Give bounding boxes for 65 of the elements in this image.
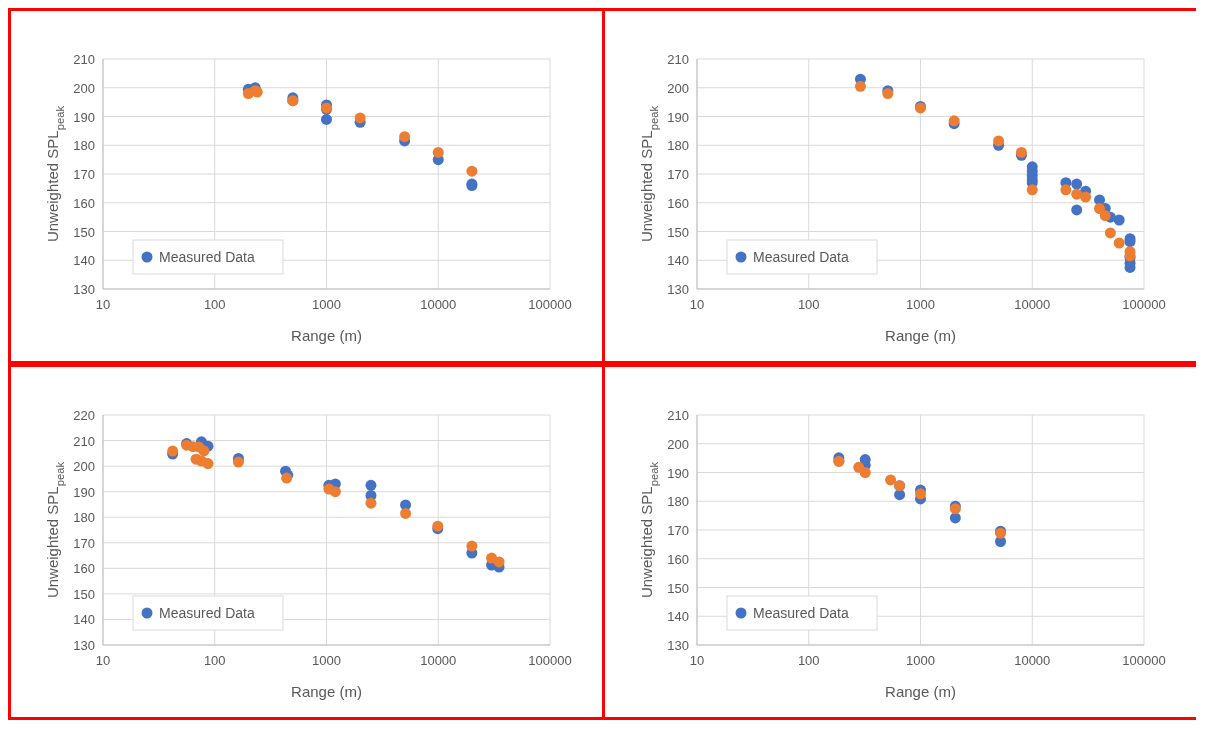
y-tick-label: 220 <box>73 408 95 423</box>
x-tick-label: 1000 <box>312 297 341 312</box>
y-tick-label: 170 <box>73 167 95 182</box>
y-tick-label: 150 <box>73 224 95 240</box>
x-tick-label: 10000 <box>1014 297 1051 312</box>
x-tick-label: 100 <box>203 297 226 312</box>
x-tick-label: 100000 <box>1122 653 1166 668</box>
y-tick-label: 130 <box>73 282 95 297</box>
y-tick-label: 160 <box>667 551 689 567</box>
legend-label: Measured Data <box>159 249 255 265</box>
y-tick-label: 190 <box>667 465 689 481</box>
x-tick-label: 100000 <box>528 297 572 312</box>
y-tick-label: 160 <box>73 561 95 577</box>
x-tick-label: 100000 <box>1122 297 1166 312</box>
x-axis-title: Range (m) <box>885 327 956 344</box>
y-tick-label: 140 <box>667 609 689 625</box>
legend-label: Measured Data <box>753 605 849 621</box>
x-tick-label: 1000 <box>906 653 935 668</box>
x-tick-label: 10 <box>95 653 111 668</box>
y-tick-label: 130 <box>73 638 95 653</box>
x-tick-label: 100 <box>203 653 226 668</box>
x-tick-label: 1000 <box>312 653 341 668</box>
y-tick-label: 190 <box>73 484 95 500</box>
y-tick-label: 150 <box>73 586 95 602</box>
x-tick-label: 100 <box>797 653 820 668</box>
x-axis-title: Range (m) <box>291 683 362 700</box>
y-tick-label: 130 <box>667 282 689 297</box>
y-tick-label: 150 <box>667 224 689 240</box>
y-tick-label: 170 <box>667 167 689 182</box>
legend-label: Measured Data <box>159 605 255 621</box>
x-axis-title: Range (m) <box>291 327 362 344</box>
x-tick-label: 10000 <box>420 653 457 668</box>
y-tick-label: 200 <box>667 80 689 96</box>
x-tick-label: 100000 <box>528 653 572 668</box>
y-tick-label: 170 <box>667 523 689 538</box>
x-tick-label: 10 <box>689 653 705 668</box>
y-tick-label: 190 <box>667 109 689 125</box>
y-tick-label: 210 <box>667 408 689 423</box>
y-tick-label: 200 <box>667 436 689 452</box>
y-tick-label: 180 <box>73 138 95 154</box>
y-tick-label: 140 <box>73 612 95 628</box>
y-tick-label: 210 <box>73 52 95 67</box>
y-tick-label: 160 <box>73 195 95 211</box>
y-tick-label: 160 <box>667 195 689 211</box>
x-tick-label: 1000 <box>906 297 935 312</box>
legend-label: Measured Data <box>753 249 849 265</box>
y-tick-label: 180 <box>667 138 689 154</box>
y-tick-label: 210 <box>667 52 689 67</box>
x-tick-label: 10000 <box>1014 653 1051 668</box>
x-tick-label: 10 <box>95 297 111 312</box>
y-tick-label: 140 <box>667 253 689 269</box>
y-tick-label: 200 <box>73 80 95 96</box>
y-tick-label: 180 <box>73 510 95 526</box>
x-tick-label: 100 <box>797 297 820 312</box>
y-tick-label: 150 <box>667 580 689 596</box>
y-tick-label: 130 <box>667 638 689 653</box>
y-tick-label: 200 <box>73 459 95 475</box>
y-tick-label: 210 <box>73 433 95 449</box>
y-tick-label: 190 <box>73 109 95 125</box>
x-tick-label: 10 <box>689 297 705 312</box>
y-tick-label: 140 <box>73 253 95 269</box>
y-tick-label: 170 <box>73 535 95 551</box>
y-tick-label: 180 <box>667 494 689 510</box>
x-tick-label: 10000 <box>420 297 457 312</box>
x-axis-title: Range (m) <box>885 683 956 700</box>
